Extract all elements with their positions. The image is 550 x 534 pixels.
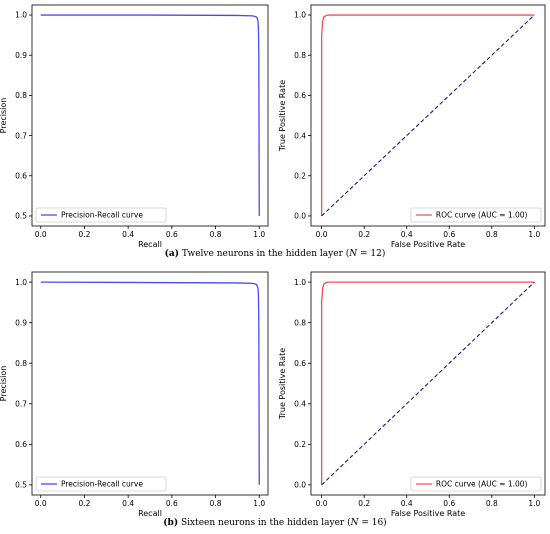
roc16-legend: ROC curve (AUC = 1.00) <box>410 476 542 492</box>
roc16-legend-box <box>410 476 542 492</box>
roc12-y-tick-label: 0.6 <box>294 91 306 100</box>
pr16-x-tick-label: 1.0 <box>253 499 265 508</box>
roc12-y-tick-label: 0.8 <box>294 51 306 60</box>
roc12-y-tick-label: 0.4 <box>294 131 306 140</box>
roc12-x-tick-label: 0.4 <box>401 230 413 239</box>
roc12-y-tick-label: 0.2 <box>294 171 306 180</box>
pr16-axes-frame <box>31 271 269 496</box>
pr12-x-tick-label: 0.6 <box>166 230 178 239</box>
caption-a: (a) Twelve neurons in the hidden layer (… <box>0 249 550 259</box>
roc12-x-tick-label: 0.0 <box>316 230 328 239</box>
roc16-x-axis-label: False Positive Rate <box>391 509 465 517</box>
roc12-series-diagonal-baseline <box>321 14 535 217</box>
caption-a-label: (a) <box>164 249 179 259</box>
roc12-legend-label: ROC curve (AUC = 1.00) <box>436 211 528 220</box>
roc12-x-tick-label: 0.6 <box>443 230 455 239</box>
caption-b-var: N <box>350 518 359 528</box>
pr12-legend-label: Precision-Recall curve <box>61 211 143 220</box>
roc12-series-line-0 <box>320 14 535 216</box>
roc16-y-tick-label: 0.0 <box>294 481 306 490</box>
roc16-axes-frame <box>310 271 546 496</box>
pr12-x-tick-label: 1.0 <box>253 230 265 239</box>
pr12-y-tick-label: 0.9 <box>15 51 27 60</box>
roc12-y-tick-label: 0.0 <box>294 212 306 221</box>
roc16-y-tick-label: 0.4 <box>294 399 306 408</box>
pr16-legend-label: Precision-Recall curve <box>61 480 143 489</box>
pr16-y-tick-label: 1.0 <box>15 278 27 287</box>
pr12-y-tick-label: 0.7 <box>15 131 27 140</box>
pr16-y-tick-label: 0.6 <box>15 440 27 449</box>
pr16-y-tick-label: 0.5 <box>15 481 27 490</box>
pr12-y-tick-label: 0.6 <box>15 171 27 180</box>
pr12-x-tick-label: 0.2 <box>78 230 90 239</box>
roc12-y-tick-label: 1.0 <box>294 11 306 20</box>
roc12-x-tick-label: 1.0 <box>528 230 540 239</box>
pr16-y-tick-label: 0.7 <box>15 399 27 408</box>
pr12-y-tick-label: 0.5 <box>15 212 27 221</box>
roc16-y-tick-label: 0.6 <box>294 359 306 368</box>
roc16-x-tick-label: 0.2 <box>358 499 370 508</box>
pr12-y-axis-label: Precision <box>0 98 8 134</box>
roc16-series-diagonal-baseline <box>321 281 535 486</box>
roc12-legend: ROC curve (AUC = 1.00) <box>410 207 542 223</box>
caption-b: (b) Sixteen neurons in the hidden layer … <box>0 518 550 528</box>
roc16-x-tick-label: 0.0 <box>316 499 328 508</box>
roc12-x-tick-label: 0.8 <box>486 230 498 239</box>
caption-b-text: Sixteen neurons in the hidden layer ( <box>178 518 351 528</box>
pr16-series-line-0 <box>40 281 260 485</box>
pr12-axes-frame <box>31 4 269 227</box>
caption-a-text: Twelve neurons in the hidden layer ( <box>178 249 350 259</box>
roc16-x-tick-label: 1.0 <box>528 499 540 508</box>
pr16-x-tick-label: 0.4 <box>122 499 134 508</box>
roc16-y-tick-label: 0.8 <box>294 318 306 327</box>
precision-recall-chart-n16: 0.0 0.2 0.4 0.6 0.8 1.0 0.5 0.6 0.7 0.8 0.9 1.0 Reca… <box>0 271 269 517</box>
caption-b-label: (b) <box>163 518 179 528</box>
pr16-legend: Precision-Recall curve <box>35 476 167 492</box>
roc16-x-tick-label: 0.4 <box>401 499 413 508</box>
roc12-x-axis-label: False Positive Rate <box>391 240 465 247</box>
pr16-x-tick-label: 0.0 <box>35 499 47 508</box>
pr16-y-axis-label: Precision <box>0 366 8 402</box>
pr12-x-axis-label: Recall <box>138 240 162 247</box>
roc16-x-tick-label: 0.8 <box>486 499 498 508</box>
pr16-x-tick-label: 0.8 <box>210 499 222 508</box>
roc-chart-n16: 0.0 0.2 0.4 0.6 0.8 1.0 0.0 0.2 0.4 0.6 0.8 1.0 Fals… <box>278 271 546 517</box>
roc12-legend-box <box>410 207 542 223</box>
roc12-y-axis-label: True Positive Rate <box>278 80 287 152</box>
roc16-x-tick-label: 0.6 <box>443 499 455 508</box>
pr12-y-tick-label: 1.0 <box>15 11 27 20</box>
roc-chart-n12: 0.0 0.2 0.4 0.6 0.8 1.0 0.0 0.2 0.4 0.6 0.8 1.0 Fals… <box>278 4 546 247</box>
precision-recall-chart-n12: 0.0 0.2 0.4 0.6 0.8 1.0 0.5 0.6 0.7 0.8 0.9 1.0 Reca… <box>0 4 269 247</box>
caption-a-var: N <box>349 249 358 259</box>
pr12-y-tick-label: 0.8 <box>15 91 27 100</box>
pr12-legend: Precision-Recall curve <box>35 207 167 223</box>
pr12-x-tick-label: 0.4 <box>122 230 134 239</box>
roc16-y-axis-label: True Positive Rate <box>278 348 287 420</box>
roc16-y-tick-label: 0.2 <box>294 440 306 449</box>
pr16-x-tick-label: 0.2 <box>78 499 90 508</box>
pr16-x-tick-label: 0.6 <box>166 499 178 508</box>
caption-a-tail: = 12) <box>357 249 386 259</box>
pr12-x-tick-label: 0.8 <box>210 230 222 239</box>
pr16-y-tick-label: 0.8 <box>15 359 27 368</box>
caption-b-tail: = 16) <box>358 518 387 528</box>
pr16-y-tick-label: 0.9 <box>15 318 27 327</box>
pr12-series-line-0 <box>40 14 260 216</box>
pr16-x-axis-label: Recall <box>138 509 162 517</box>
roc12-axes-frame <box>310 4 546 227</box>
roc12-x-tick-label: 0.2 <box>358 230 370 239</box>
roc16-legend-label: ROC curve (AUC = 1.00) <box>436 480 528 489</box>
roc16-y-tick-label: 1.0 <box>294 278 306 287</box>
pr16-legend-box <box>35 476 167 492</box>
roc16-series-line-0 <box>320 281 535 485</box>
pr12-x-tick-label: 0.0 <box>35 230 47 239</box>
pr12-legend-box <box>35 207 167 223</box>
